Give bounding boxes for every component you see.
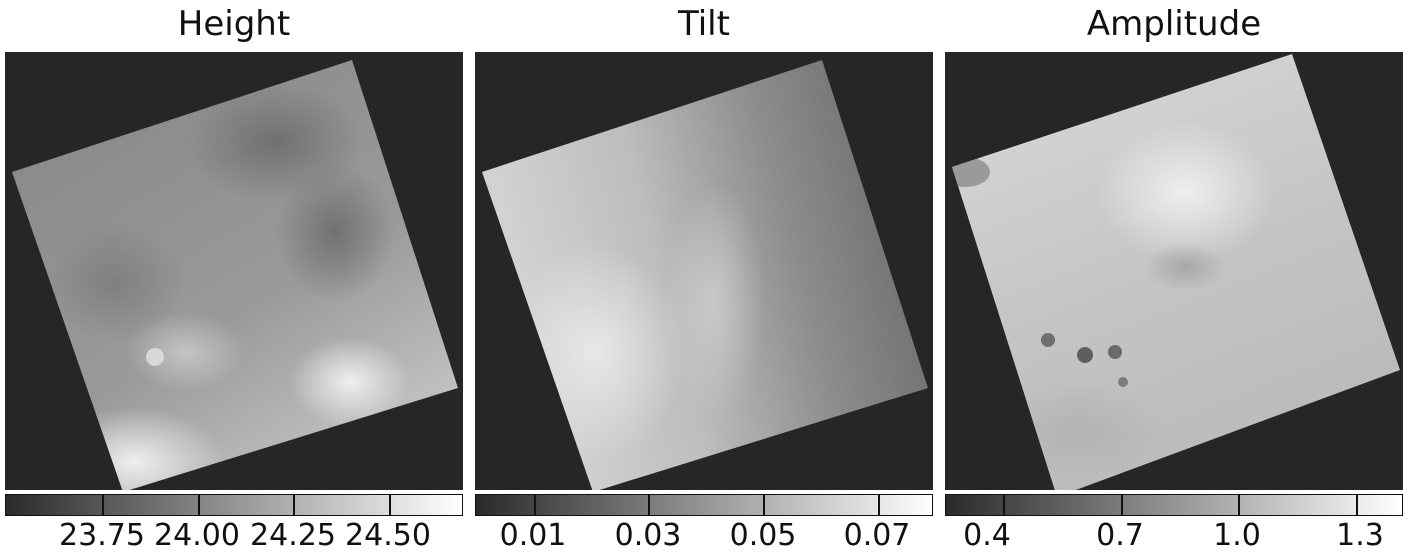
- colorbar-tick: [293, 495, 295, 515]
- tick-label: 0.05: [729, 518, 797, 553]
- colorbar-tick: [198, 495, 200, 515]
- panel-title: Amplitude: [1086, 4, 1262, 44]
- amplitude-image: [952, 54, 1400, 490]
- tick-label: 0.4: [963, 518, 1011, 553]
- colorbar-tick: [389, 495, 391, 515]
- amplitude-panel: Amplitude: [945, 0, 1403, 559]
- height-map: [5, 52, 463, 490]
- tilt-map: [475, 52, 933, 490]
- tick-label: 0.07: [843, 518, 911, 553]
- tick-label: 23.75: [59, 518, 145, 553]
- panel-title: Height: [177, 4, 291, 44]
- colorbar-tick: [763, 495, 765, 515]
- tick-label: 24.25: [250, 518, 336, 553]
- colorbar-tick: [878, 495, 880, 515]
- colorbar-tick: [534, 495, 536, 515]
- colorbar-tick: [1356, 495, 1358, 515]
- colorbar-tick: [1238, 495, 1240, 515]
- height-image: [12, 60, 458, 490]
- tick-label: 1.0: [1213, 518, 1261, 553]
- colorbar-tick: [1003, 495, 1005, 515]
- amplitude-colorbar: [945, 494, 1403, 516]
- amplitude-map: [945, 52, 1403, 490]
- colorbar-tick: [102, 495, 104, 515]
- height-colorbar: [5, 494, 463, 516]
- tick-label: 1.3: [1336, 518, 1384, 553]
- height-panel: Height: [5, 0, 463, 559]
- colorbar-tick: [648, 495, 650, 515]
- tick-label: 24.00: [154, 518, 240, 553]
- tick-label: 0.01: [499, 518, 567, 553]
- tilt-image: [482, 60, 928, 490]
- tilt-panel: Tilt: [475, 0, 933, 559]
- panel-title: Tilt: [678, 4, 730, 44]
- tick-label: 0.7: [1096, 518, 1144, 553]
- tick-label: 0.03: [614, 518, 682, 553]
- colorbar-tick: [1121, 495, 1123, 515]
- tick-label: 24.50: [345, 518, 431, 553]
- tilt-colorbar: [475, 494, 933, 516]
